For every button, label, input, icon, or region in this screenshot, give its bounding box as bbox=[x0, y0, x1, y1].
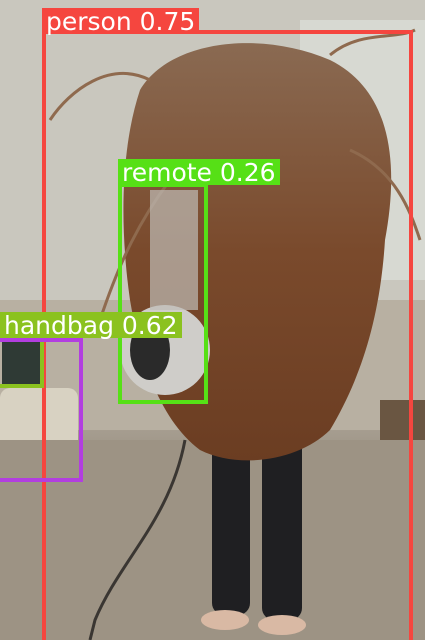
remote-detection-label: remote 0.26 bbox=[118, 159, 280, 187]
right-foot bbox=[258, 615, 306, 635]
hair-strands bbox=[48, 28, 422, 321]
left-leg bbox=[212, 430, 250, 615]
handbag-detection-box: handbag 0.62 bbox=[0, 312, 182, 482]
right-leg bbox=[262, 430, 302, 620]
remote-detection-box: remote 0.26 bbox=[118, 159, 280, 404]
handbag-detection-label: handbag 0.62 bbox=[0, 312, 182, 340]
dryer-handle bbox=[150, 190, 198, 310]
left-foot bbox=[201, 610, 249, 630]
bag-object bbox=[2, 342, 40, 384]
dryer-cord bbox=[88, 439, 187, 640]
person-detection-label: person 0.75 bbox=[42, 8, 200, 36]
